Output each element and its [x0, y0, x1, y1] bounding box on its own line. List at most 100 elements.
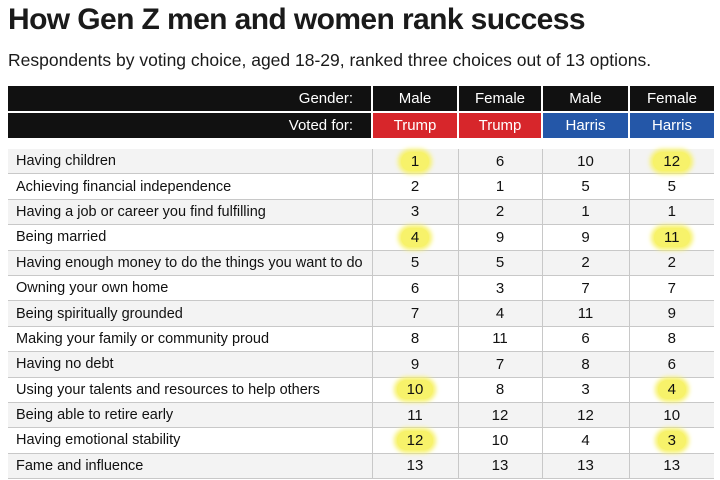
rank-cell: 11	[628, 224, 714, 251]
table-row: Having emotional stability 12 10 4 3	[8, 427, 714, 454]
table-row: Using your talents and resources to help…	[8, 377, 714, 403]
rank-cell: 9	[628, 300, 714, 327]
row-label: Being married	[8, 224, 372, 251]
table-row: Having children 1 6 10 12	[8, 149, 714, 175]
rank-cell: 1	[541, 199, 629, 226]
column-candidate-header: Trump	[457, 112, 542, 140]
table-row: Being married 4 9 9 11	[8, 224, 714, 251]
rank-cell: 3	[628, 427, 714, 454]
highlighted-rank: 12	[396, 430, 434, 450]
column-gender-header: Male	[371, 86, 458, 113]
highlighted-rank: 11	[653, 227, 690, 247]
rank-cell: 12	[457, 402, 542, 429]
table-row: Being spiritually grounded 7 4 11 9	[8, 300, 714, 327]
ranking-table-body: Gender: Male Female Male Female Voted fo…	[8, 86, 714, 480]
chart-subtitle: Respondents by voting choice, aged 18-29…	[8, 50, 652, 70]
table-row: Having no debt 9 7 8 6	[8, 351, 714, 378]
rank-cell: 3	[541, 377, 629, 403]
rank-cell: 12	[628, 149, 714, 175]
table-row: Being able to retire early 11 12 12 10	[8, 402, 714, 429]
column-gender-header: Male	[541, 86, 629, 113]
gender-header-label: Gender:	[8, 86, 372, 113]
rank-cell: 5	[628, 173, 714, 200]
row-label: Having a job or career you find fulfilli…	[8, 199, 372, 226]
gender-header-row: Gender: Male Female Male Female	[8, 86, 714, 113]
highlighted-rank: 10	[396, 380, 434, 400]
rank-cell: 1	[457, 173, 542, 200]
rank-cell: 9	[371, 351, 458, 378]
table-row: Fame and influence 13 13 13 13	[8, 453, 714, 480]
rank-cell: 10	[457, 427, 542, 454]
column-gender-header: Female	[628, 86, 714, 113]
rank-cell: 13	[541, 453, 629, 480]
voted-for-header-label: Voted for:	[8, 112, 372, 140]
voted-for-header-row: Voted for: Trump Trump Harris Harris	[8, 112, 714, 140]
rank-cell: 2	[457, 199, 542, 226]
table-row: Having enough money to do the things you…	[8, 250, 714, 276]
highlighted-rank: 4	[657, 380, 686, 400]
rank-cell: 10	[371, 377, 458, 403]
column-gender-header: Female	[457, 86, 542, 113]
rank-cell: 2	[371, 173, 458, 200]
chart-title: How Gen Z men and women rank success	[8, 3, 586, 36]
rank-cell: 8	[371, 326, 458, 353]
row-label: Having emotional stability	[8, 427, 372, 454]
rank-cell: 6	[457, 149, 542, 175]
row-label: Being spiritually grounded	[8, 300, 372, 327]
rank-cell: 9	[457, 224, 542, 251]
table-row: Owning your own home 6 3 7 7	[8, 275, 714, 302]
rank-cell: 13	[628, 453, 714, 480]
rank-cell: 1	[371, 149, 458, 175]
rank-cell: 4	[541, 427, 629, 454]
rank-cell: 11	[541, 300, 629, 327]
column-candidate-header: Harris	[541, 112, 629, 140]
table-row: Achieving financial independence 2 1 5 5	[8, 173, 714, 200]
row-label: Being able to retire early	[8, 402, 372, 429]
rank-cell: 4	[371, 224, 458, 251]
rank-cell: 11	[371, 402, 458, 429]
rank-cell: 3	[371, 199, 458, 226]
header-spacer	[8, 139, 714, 149]
rank-cell: 8	[457, 377, 542, 403]
rank-cell: 2	[628, 250, 714, 276]
rank-cell: 1	[628, 199, 714, 226]
column-candidate-header: Harris	[628, 112, 714, 140]
column-candidate-header: Trump	[371, 112, 458, 140]
table-row: Making your family or community proud 8 11…	[8, 326, 714, 353]
rank-cell: 3	[457, 275, 542, 302]
rank-cell: 10	[628, 402, 714, 429]
highlighted-rank: 12	[653, 151, 691, 171]
rank-cell: 12	[371, 427, 458, 454]
rank-cell: 11	[457, 326, 542, 353]
rank-cell: 10	[541, 149, 629, 175]
rank-cell: 5	[457, 250, 542, 276]
rank-cell: 4	[628, 377, 714, 403]
rank-cell: 8	[541, 351, 629, 378]
row-label: Achieving financial independence	[8, 173, 372, 200]
rank-cell: 6	[541, 326, 629, 353]
rank-cell: 6	[628, 351, 714, 378]
rank-cell: 7	[371, 300, 458, 327]
ranking-table: Gender: Male Female Male Female Voted fo…	[8, 86, 714, 480]
row-label: Owning your own home	[8, 275, 372, 302]
row-label: Making your family or community proud	[8, 326, 372, 353]
rank-cell: 4	[457, 300, 542, 327]
rank-cell: 7	[457, 351, 542, 378]
rank-cell: 9	[541, 224, 629, 251]
highlighted-rank: 4	[400, 227, 430, 247]
row-label: Using your talents and resources to help…	[8, 377, 372, 403]
row-label: Having children	[8, 149, 372, 175]
rank-cell: 6	[371, 275, 458, 302]
table-row: Having a job or career you find fulfilli…	[8, 199, 714, 226]
rank-cell: 12	[541, 402, 629, 429]
row-label: Fame and influence	[8, 453, 372, 480]
row-label: Having no debt	[8, 351, 372, 378]
highlighted-rank: 1	[400, 151, 430, 171]
rank-cell: 2	[541, 250, 629, 276]
rank-cell: 5	[371, 250, 458, 276]
rank-cell: 8	[628, 326, 714, 353]
rank-cell: 7	[628, 275, 714, 302]
rank-cell: 7	[541, 275, 629, 302]
rank-cell: 13	[457, 453, 542, 480]
highlighted-rank: 3	[657, 430, 686, 450]
